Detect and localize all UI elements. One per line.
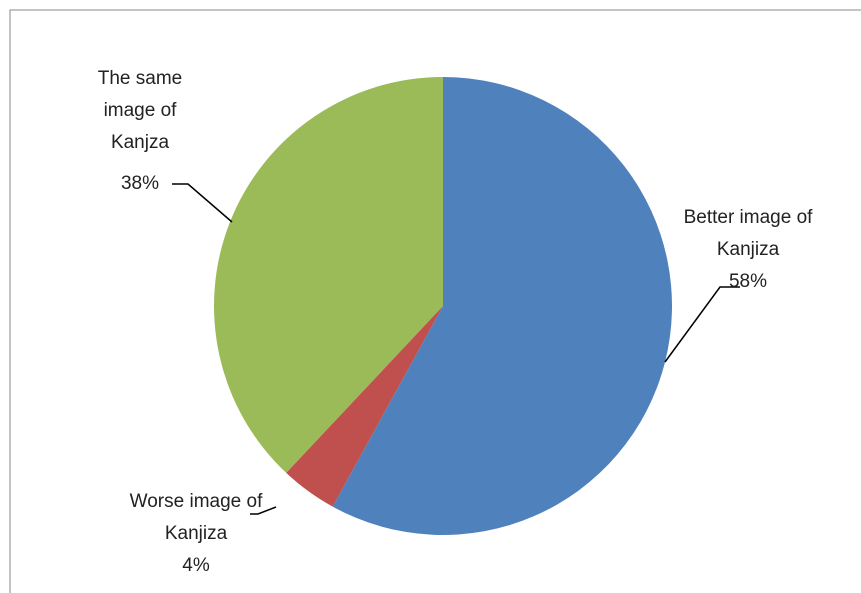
slice-value-label: 38%	[120, 173, 160, 194]
leader-line	[664, 286, 740, 363]
pie-slice	[214, 77, 443, 473]
slice-label: The same image of Kanjza	[97, 68, 183, 153]
pie-slice	[286, 306, 443, 507]
slice-value-label: 4%	[182, 555, 210, 576]
chart-frame	[9, 9, 861, 593]
leader-line	[250, 506, 277, 515]
leader-line	[172, 183, 233, 223]
slice-value-label: 58%	[728, 271, 768, 292]
slice-label: Better image of Kanjiza	[683, 207, 813, 260]
pie-slice	[332, 77, 673, 535]
slice-label: Worse image of Kanjiza	[129, 491, 263, 544]
